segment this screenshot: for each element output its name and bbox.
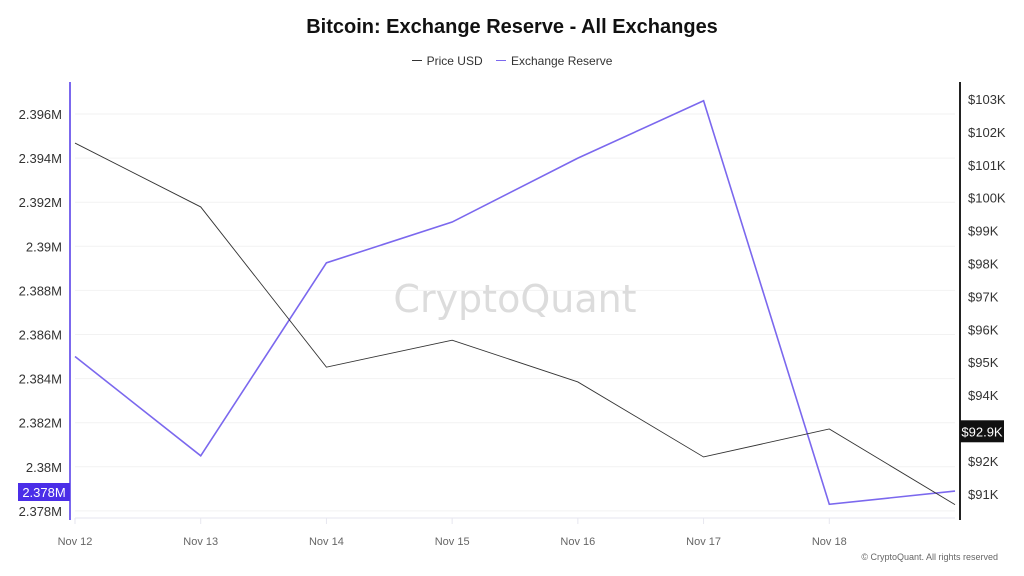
left-tick-label: 2.378M [19,504,62,519]
current-price-label: $92.9K [961,424,1003,439]
legend: Price USD Exchange Reserve [0,50,1024,68]
legend-label-reserve: Exchange Reserve [510,53,613,68]
x-tick-label: Nov 14 [309,536,344,548]
series-price-usd [74,142,956,506]
right-tick-label: $91K [968,487,999,502]
copyright: © CryptoQuant. All rights reserved [861,552,998,562]
legend-swatch-reserve [495,60,506,61]
right-tick-label: $103K [968,92,1006,107]
x-tick-label: Nov 16 [560,536,595,548]
left-tick-label: 2.392M [19,195,62,210]
legend-item-price[interactable]: Price USD [411,53,483,68]
left-tick-label: 2.388M [19,283,62,298]
legend-swatch-price [411,60,422,61]
right-tick-label: $96K [968,322,999,337]
current-reserve-label: 2.378M [22,485,65,500]
x-tick-label: Nov 18 [812,536,847,548]
right-tick-label: $94K [968,388,999,403]
right-tick-label: $95K [968,355,999,370]
current-reserve-badge [18,483,70,501]
x-tick-label: Nov 15 [435,536,470,548]
legend-label-price: Price USD [426,53,483,68]
current-price-badge [960,420,1004,443]
left-tick-label: 2.386M [19,328,62,343]
series-exchange-reserve [74,99,956,506]
left-tick-label: 2.39M [26,239,62,254]
legend-item-reserve[interactable]: Exchange Reserve [495,53,613,68]
right-tick-label: $97K [968,289,999,304]
left-tick-label: 2.396M [19,107,62,122]
x-tick-label: Nov 17 [686,536,721,548]
right-tick-label: $98K [968,257,999,272]
left-tick-label: 2.384M [19,372,62,387]
x-tick-label: Nov 13 [183,536,218,548]
right-tick-label: $102K [968,125,1006,140]
right-tick-label: $99K [968,224,999,239]
left-tick-label: 2.38M [26,460,62,475]
right-tick-label: $92K [968,454,999,469]
x-tick-label: Nov 12 [58,536,93,548]
right-tick-label: $100K [968,191,1006,206]
right-tick-label: $101K [968,158,1006,173]
left-tick-label: 2.382M [19,416,62,431]
watermark: CryptoQuant [393,277,636,321]
left-tick-label: 2.394M [19,151,62,166]
chart-title: Bitcoin: Exchange Reserve - All Exchange… [306,16,718,38]
